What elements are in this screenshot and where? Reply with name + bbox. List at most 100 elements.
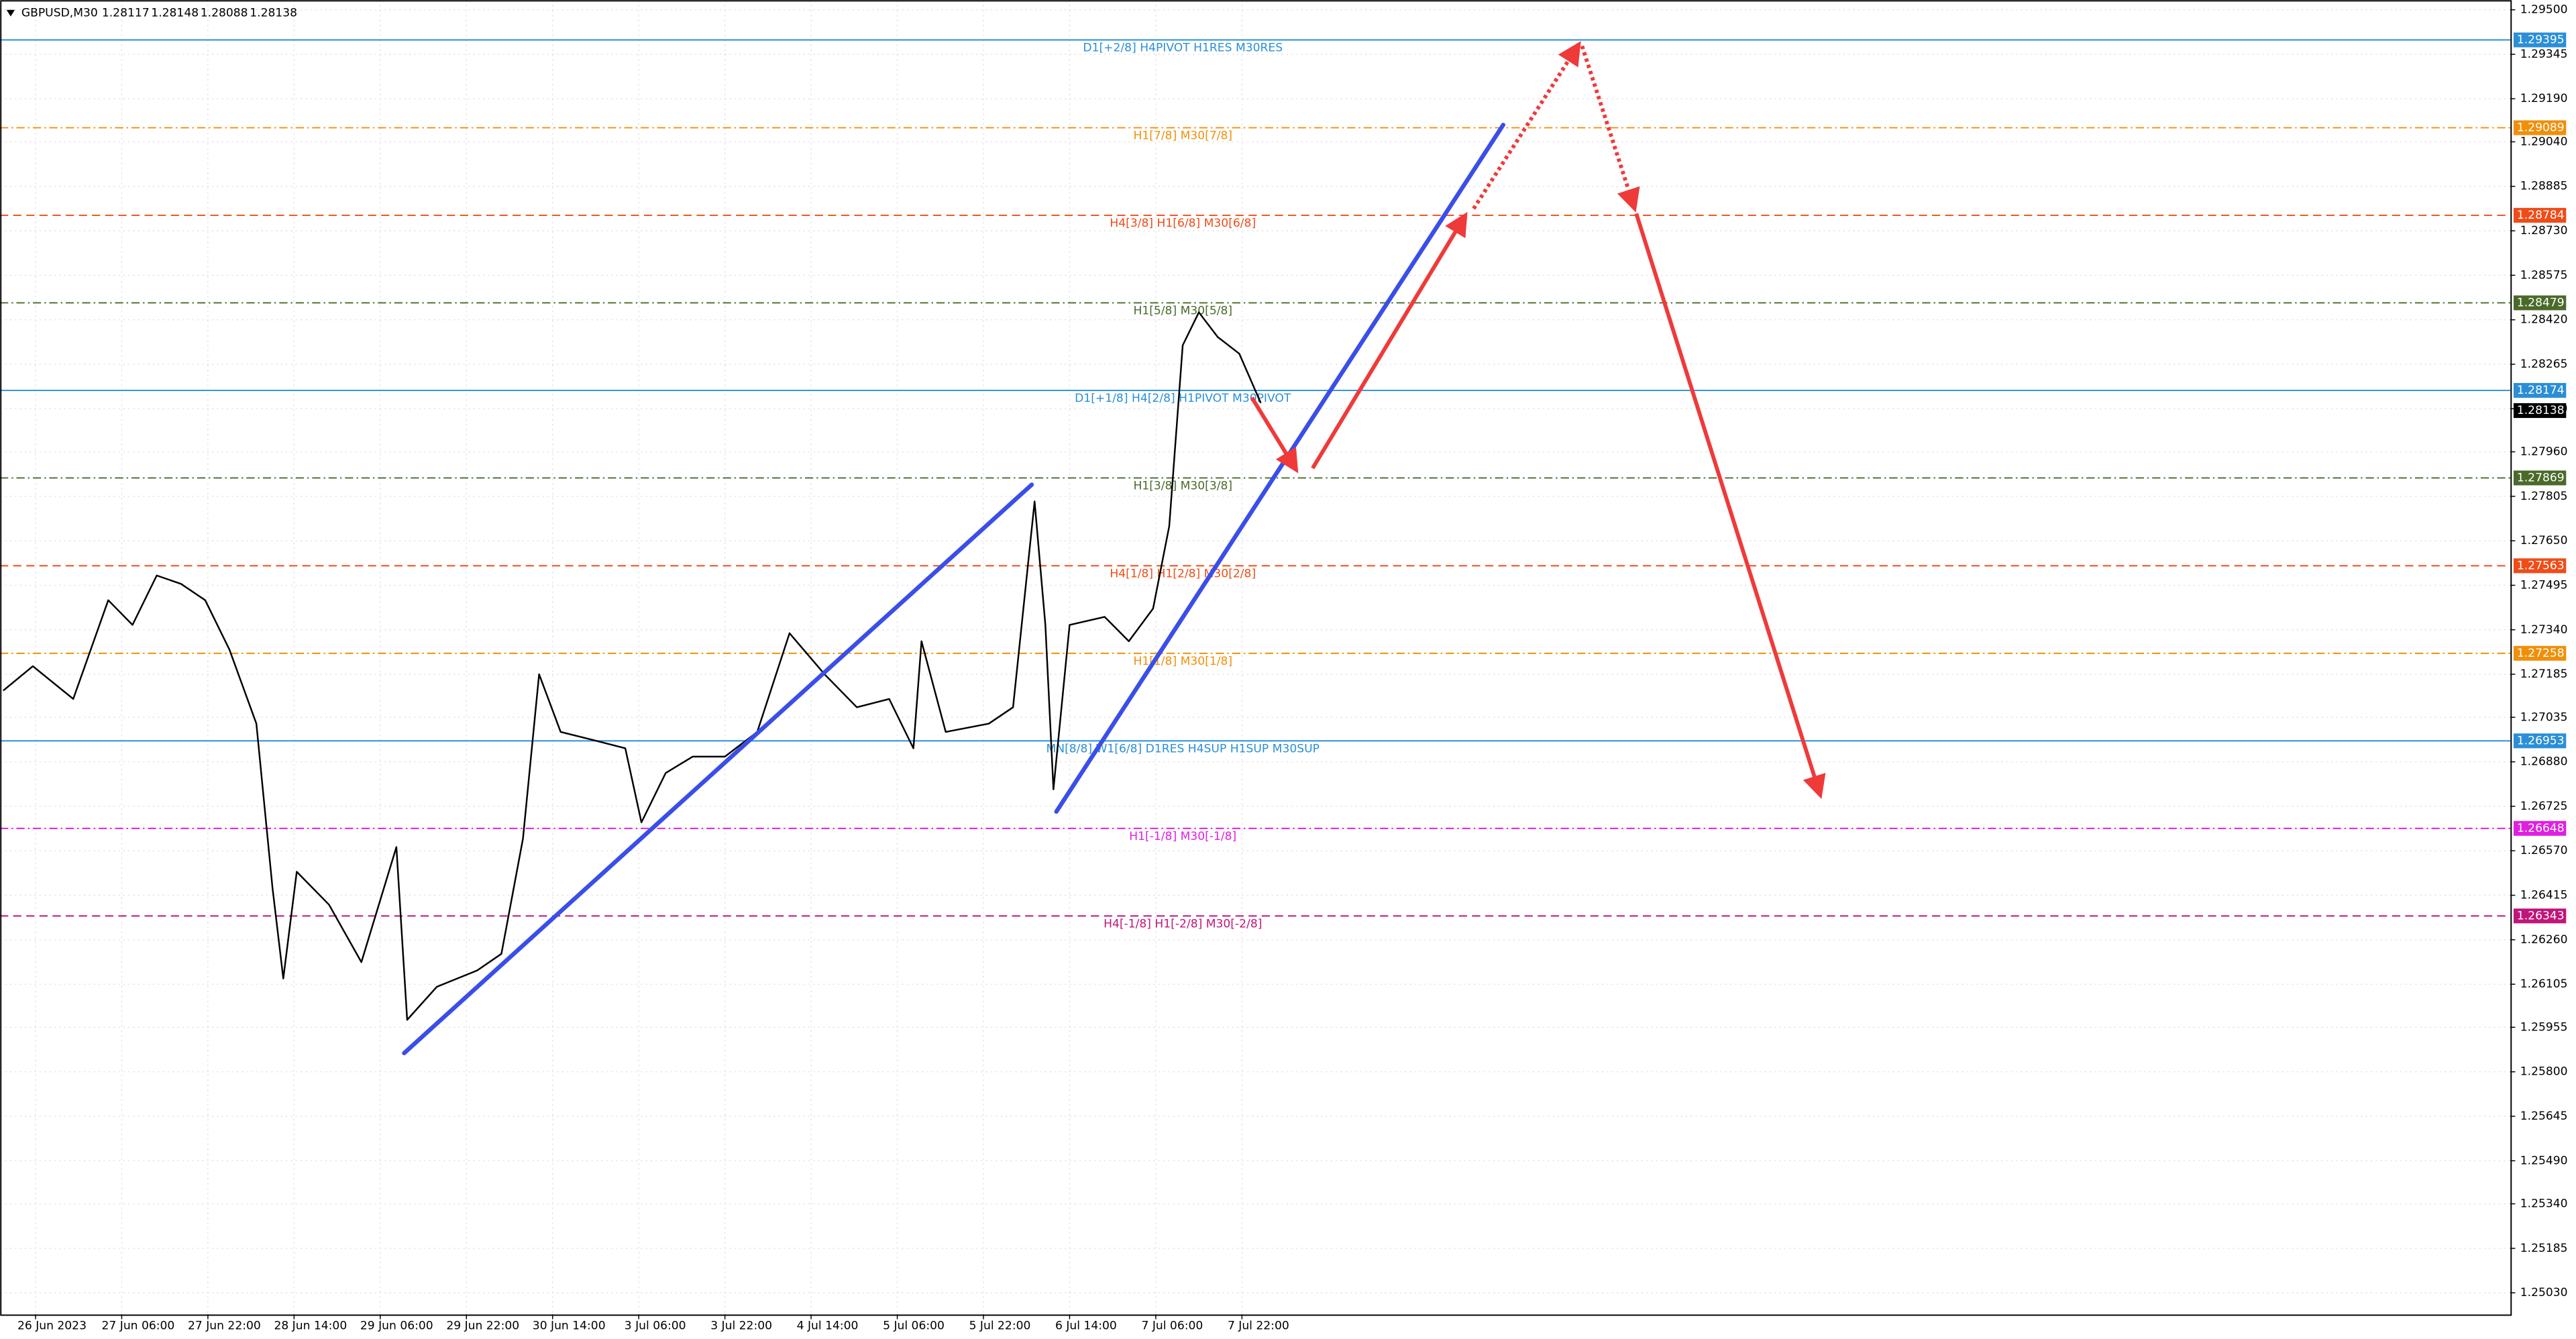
y-tick-label: 1.28265 [2520,358,2568,371]
price-tag-label: 1.27869 [2517,471,2565,484]
levels: D1[+2/8] H4PIVOT H1RES M30RES H1[7/8] M30… [0,39,2511,931]
x-tick-label: 27 Jun 06:00 [102,1319,175,1332]
y-tick-label: 1.27340 [2520,623,2568,637]
trend-line [402,482,1034,1056]
price-tag-label: 1.26343 [2517,909,2565,922]
y-tick-label: 1.27495 [2520,578,2568,592]
level-label: MN[8/8] W1[6/8] D1RES H4SUP H1SUP M30SUP [1046,743,1320,756]
price-tag-label: 1.26648 [2517,822,2565,835]
price-tag [2513,645,2567,661]
y-tick-label: 1.27960 [2520,445,2568,458]
plot [3,311,1262,1021]
price-tag [2513,558,2567,574]
x-tick-label: 5 Jul 06:00 [883,1319,945,1332]
y-tick-label: 1.27650 [2520,534,2568,547]
price-tag [2513,295,2567,311]
price-tag-label: 1.29395 [2517,34,2565,47]
arrow [1634,213,1826,799]
x-tick-label: 27 Jun 22:00 [188,1319,261,1332]
x-tick-label: 26 Jun 2023 [17,1319,87,1332]
price-tag [2513,733,2567,749]
price-tag [2513,120,2567,136]
y-tick-label: 1.27035 [2520,710,2568,724]
x-tick-label: 30 Jun 14:00 [533,1319,606,1332]
price-tag-label: 1.26953 [2517,734,2565,747]
y-tick-label: 1.25490 [2520,1154,2568,1167]
x-tick-label: 3 Jul 22:00 [710,1319,772,1332]
y-tick-label: 1.26880 [2520,755,2568,769]
ohlc-value: 1.28088 [201,7,248,20]
y-tick-label: 1.27185 [2520,667,2568,681]
y-tick-label: 1.26725 [2520,800,2568,813]
axes: 1.29500 1.29345 1.29190 1.29040 1.28885 1.287… [17,3,2568,1333]
price-tag-label: 1.27563 [2517,559,2565,572]
price-tag-label: 1.28479 [2517,296,2565,309]
y-tick-label: 1.26570 [2520,844,2568,857]
price-tag-label: 1.28784 [2517,209,2565,222]
level-label: H4[1/8] H1[2/8] M30[2/8] [1110,568,1256,581]
arrow [1311,211,1468,470]
x-tick-label: 3 Jul 06:00 [625,1319,686,1332]
price-tag-label: 1.28174 [2517,384,2565,397]
level-label: H1[7/8] M30[7/8] [1133,129,1232,143]
level-label: H4[3/8] H1[6/8] M30[6/8] [1110,217,1256,230]
level-label: H1[1/8] M30[1/8] [1133,655,1232,668]
price-tag [2513,207,2567,223]
price-tag-label: 1.29089 [2517,121,2565,134]
arrow [1250,396,1299,474]
ohlc-value: 1.28117 [102,7,150,20]
y-tick-label: 1.25645 [2520,1110,2568,1123]
symbol: GBPUSD,M30 [21,7,98,20]
header-icon [6,9,15,17]
x-tick-label: 29 Jun 22:00 [446,1319,519,1332]
y-tick-label: 1.28730 [2520,224,2568,237]
grid [0,0,2511,1315]
level-label: D1[+1/8] H4[2/8] H1PIVOT M30PIVOT [1075,392,1291,405]
x-tick-label: 28 Jun 14:00 [274,1319,347,1332]
price-tag [2513,382,2567,398]
x-tick-label: 6 Jul 14:00 [1055,1319,1117,1332]
price-tag [2513,908,2567,924]
forecast-arrows [1250,41,1826,799]
x-tick-label: 5 Jul 22:00 [969,1319,1031,1332]
y-tick-label: 1.28885 [2520,180,2568,193]
price-tag [2513,820,2567,836]
ohlc-value: 1.28138 [250,7,297,20]
level-label: H4[-1/8] H1[-2/8] M30[-2/8] [1104,918,1262,931]
y-tick-label: 1.29345 [2520,48,2568,61]
y-tick-label: 1.25800 [2520,1065,2568,1079]
x-tick-label: 7 Jul 22:00 [1228,1319,1289,1332]
y-tick-label: 1.25955 [2520,1020,2568,1034]
y-tick-label: 1.25185 [2520,1242,2568,1255]
header: GBPUSD,M30 1.28117 1.28148 1.28088 1.281… [6,7,297,20]
level-label: H1[3/8] M30[3/8] [1133,480,1232,493]
x-tick-label: 29 Jun 06:00 [360,1319,433,1332]
y-tick-label: 1.25030 [2520,1286,2568,1299]
ohlc-value: 1.28148 [151,7,199,20]
x-tick-label: 4 Jul 14:00 [797,1319,859,1332]
x-tick-label: 7 Jul 06:00 [1141,1319,1203,1332]
price-tag [2513,32,2567,48]
y-tick-label: 1.29190 [2520,92,2568,105]
level-label: D1[+2/8] H4PIVOT H1RES M30RES [1083,42,1283,55]
y-tick-label: 1.26415 [2520,889,2568,902]
current-price-tag [2513,403,2567,419]
price-tag [2513,470,2567,486]
y-tick-label: 1.26105 [2520,977,2568,991]
y-tick-label: 1.27805 [2520,490,2568,503]
y-tick-label: 1.29040 [2520,135,2568,148]
price-tag-label: 1.27258 [2517,647,2565,660]
y-tick-label: 1.25340 [2520,1197,2568,1210]
y-tick-label: 1.28420 [2520,313,2568,327]
level-label: H1[5/8] M30[5/8] [1133,305,1232,318]
y-tick-label: 1.28575 [2520,268,2568,282]
current-price-label: 1.28138 [2517,404,2565,417]
arrow [1580,45,1640,213]
plot-frame [0,0,2512,1316]
level-label: H1[-1/8] M30[-1/8] [1129,830,1236,843]
price-line [3,311,1262,1021]
y-tick-label: 1.26260 [2520,933,2568,947]
